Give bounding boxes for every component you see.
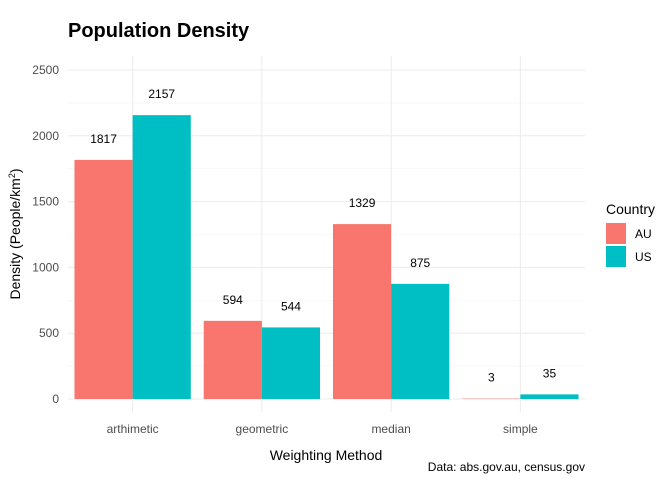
- y-axis-ticks: 0 500 1000 1500 2000 2500: [32, 63, 59, 406]
- x-axis-label: Weighting Method: [270, 447, 383, 463]
- bar-au-arthimetic: [74, 159, 133, 399]
- x-tick-label: arthimetic: [107, 422, 159, 436]
- legend-key-us: [606, 246, 626, 267]
- legend-label-au: AU: [635, 227, 652, 241]
- bar-us-geometric: [261, 327, 321, 399]
- legend-label-us: US: [635, 250, 652, 264]
- y-axis-label-close: ): [7, 168, 23, 173]
- y-axis-label: Density (People/km2): [7, 168, 23, 299]
- bar-us-simple: [520, 394, 579, 399]
- bars: [74, 115, 579, 400]
- legend-items: AU US: [606, 223, 652, 267]
- bar-value-label: 1817: [90, 132, 117, 146]
- y-tick-label: 500: [39, 326, 59, 340]
- x-axis-ticks: arthimetic geometric median simple: [107, 422, 538, 436]
- legend-key-au: [606, 223, 626, 244]
- bar-value-label: 544: [281, 299, 301, 313]
- y-tick-label: 1000: [32, 260, 59, 274]
- x-tick-label: simple: [503, 422, 538, 436]
- chart-title: Population Density: [68, 20, 250, 42]
- bar-value-label: 2157: [148, 87, 175, 101]
- bar-value-label: 35: [543, 366, 557, 380]
- bar-us-arthimetic: [132, 115, 191, 400]
- y-axis-label-superscript: 2: [7, 173, 17, 178]
- caption: Data: abs.gov.au, census.gov: [428, 460, 585, 474]
- bar-us-median: [391, 283, 450, 399]
- y-tick-label: 2500: [32, 63, 59, 77]
- legend: Country AU US: [606, 201, 655, 267]
- bar-value-label: 875: [410, 256, 430, 270]
- legend-title: Country: [606, 201, 655, 217]
- x-tick-label: median: [371, 422, 410, 436]
- y-tick-label: 0: [52, 392, 59, 406]
- bar-au-geometric: [203, 320, 262, 399]
- y-axis-label-main: Density (People/km: [7, 178, 23, 299]
- x-tick-label: geometric: [236, 422, 289, 436]
- bar-au-median: [332, 224, 392, 399]
- bar-value-label: 594: [223, 293, 243, 307]
- data-labels: 1817 2157 594 544 1329 875 3 35: [90, 87, 556, 384]
- bar-value-label: 1329: [349, 196, 376, 210]
- y-tick-label: 2000: [32, 129, 59, 143]
- y-tick-label: 1500: [32, 195, 59, 209]
- bar-value-label: 3: [488, 371, 495, 385]
